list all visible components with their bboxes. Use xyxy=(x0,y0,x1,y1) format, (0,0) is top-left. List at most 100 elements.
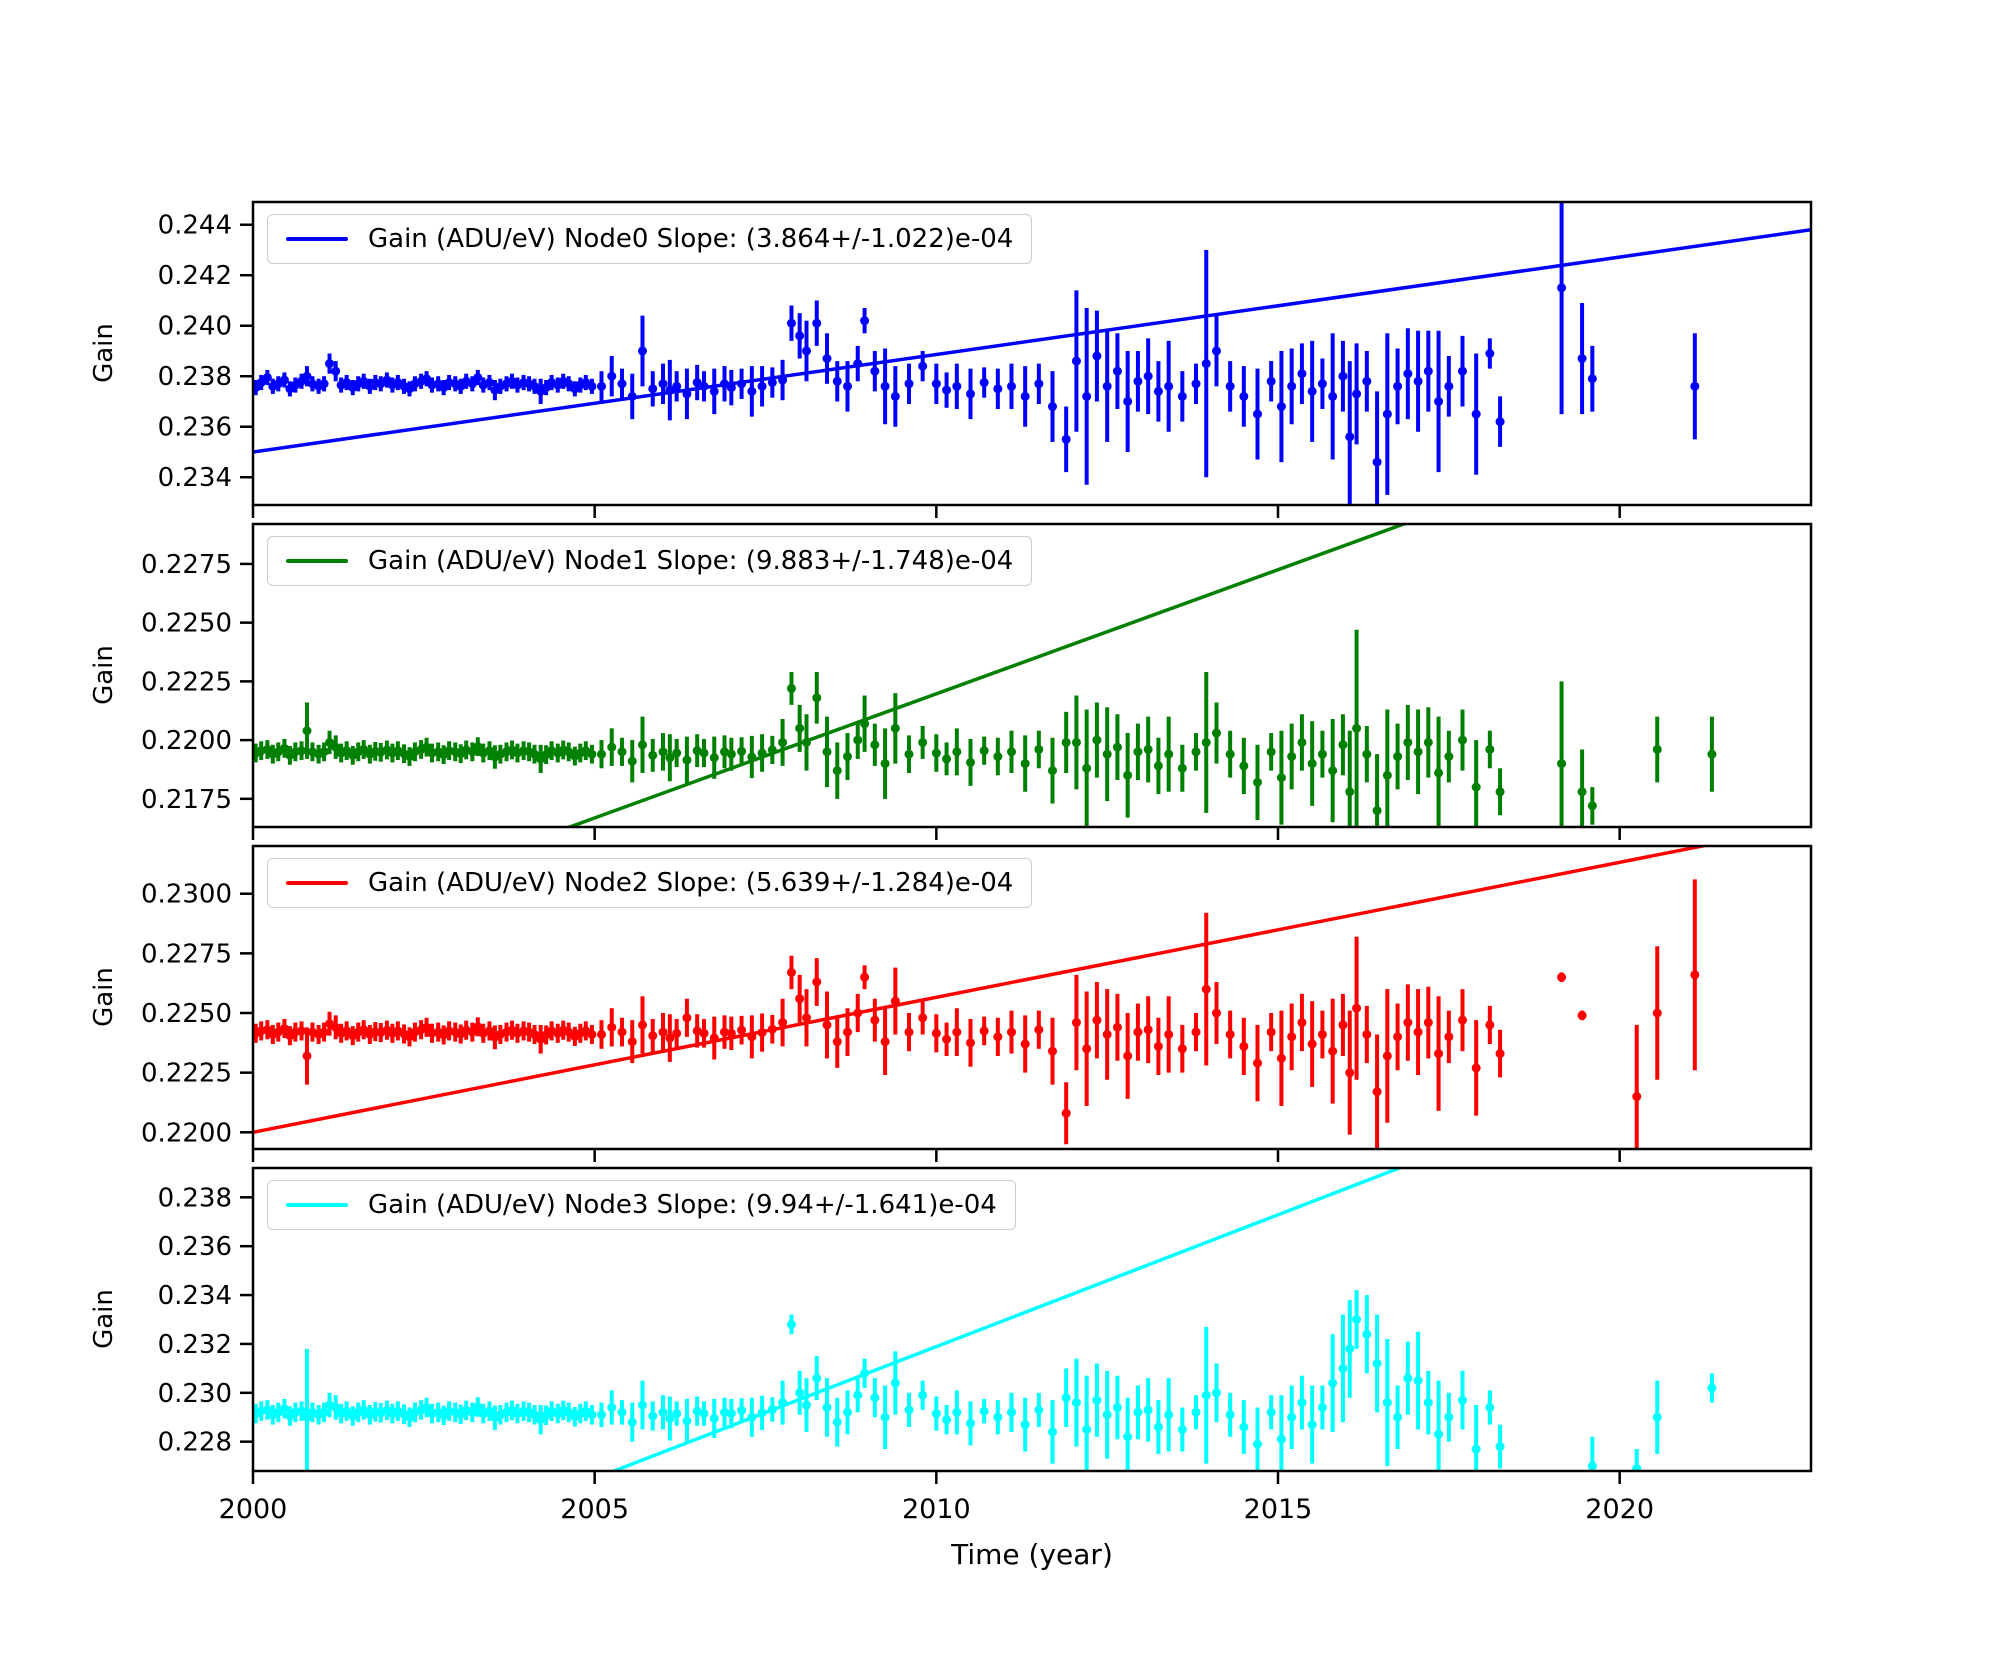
data-point xyxy=(1423,366,1433,376)
data-point xyxy=(1297,1398,1307,1408)
data-point xyxy=(262,372,272,382)
data-point xyxy=(1382,770,1392,780)
data-point xyxy=(1587,374,1597,384)
data-point xyxy=(1153,1422,1163,1432)
data-point xyxy=(993,1412,1003,1422)
data-point xyxy=(530,749,540,759)
data-point xyxy=(279,1404,289,1414)
data-point xyxy=(1112,1402,1122,1412)
data-point xyxy=(918,1390,928,1400)
data-point xyxy=(1352,1315,1362,1324)
data-point xyxy=(942,754,952,764)
data-point xyxy=(530,381,540,391)
data-point xyxy=(1212,728,1221,738)
data-point xyxy=(1345,787,1355,797)
data-point xyxy=(1413,1376,1423,1386)
data-point xyxy=(1082,391,1092,401)
data-point xyxy=(890,391,900,401)
data-point xyxy=(1082,1424,1092,1434)
data-point xyxy=(1112,742,1122,752)
data-point xyxy=(302,726,312,736)
data-point xyxy=(918,1013,928,1023)
data-point xyxy=(484,1406,494,1416)
legend-line-sample-node0 xyxy=(286,237,348,241)
data-point xyxy=(1297,369,1307,379)
data-point xyxy=(658,747,668,757)
data-point xyxy=(1239,1422,1249,1432)
data-point xyxy=(1048,766,1057,776)
data-point xyxy=(1239,761,1249,771)
data-point xyxy=(1112,1022,1122,1032)
data-point xyxy=(1328,1378,1338,1388)
data-point xyxy=(1225,1410,1235,1420)
data-point xyxy=(484,378,494,388)
data-point xyxy=(1239,391,1249,401)
panel-node1-data-series xyxy=(253,524,1717,827)
x-axis-label: Time (year) xyxy=(951,1538,1113,1571)
data-point xyxy=(473,742,483,752)
data-point xyxy=(331,366,341,376)
data-point xyxy=(1577,1010,1587,1020)
data-point xyxy=(832,376,842,386)
data-point xyxy=(1458,1395,1467,1405)
data-point xyxy=(1212,346,1221,356)
data-point xyxy=(665,1033,675,1043)
data-point xyxy=(1485,1020,1495,1030)
data-point xyxy=(1034,1405,1044,1415)
data-point xyxy=(1092,1395,1102,1405)
y-tick-label: 0.236 xyxy=(158,1232,232,1262)
data-point xyxy=(325,737,335,747)
data-point xyxy=(1177,1424,1187,1434)
data-point xyxy=(1048,1046,1057,1056)
data-point xyxy=(822,1402,832,1412)
data-point xyxy=(1164,381,1174,391)
data-point xyxy=(607,371,617,381)
y-axis-label-node3: Gain xyxy=(89,1289,119,1349)
data-point xyxy=(1362,1329,1372,1339)
y-tick-label: 0.244 xyxy=(158,211,232,241)
data-point xyxy=(786,683,796,693)
data-point xyxy=(319,1027,329,1037)
data-point xyxy=(737,1405,747,1415)
data-point xyxy=(870,1015,880,1025)
data-point xyxy=(860,972,870,982)
legend-line-sample-node3 xyxy=(286,1203,348,1207)
data-point xyxy=(1307,1039,1317,1049)
data-point xyxy=(648,1031,658,1041)
data-point xyxy=(1071,1398,1081,1408)
data-point xyxy=(1164,1029,1174,1039)
data-point xyxy=(1413,376,1423,386)
data-point xyxy=(1123,1051,1133,1061)
data-point xyxy=(648,384,658,394)
data-point xyxy=(1434,1049,1444,1059)
data-point xyxy=(1317,1029,1327,1039)
data-point xyxy=(812,977,822,987)
data-point xyxy=(1495,787,1505,797)
data-point xyxy=(1133,1027,1143,1037)
y-tick-label: 0.230 xyxy=(158,1379,232,1409)
data-point xyxy=(1393,381,1403,391)
y-tick-label: 0.238 xyxy=(158,1183,232,1213)
x-tick-label: 2010 xyxy=(902,1494,971,1525)
data-point xyxy=(1328,391,1338,401)
data-point xyxy=(422,1022,432,1032)
data-point xyxy=(931,1028,941,1038)
legend-node3: Gain (ADU/eV) Node3 Slope: (9.94+/-1.641… xyxy=(267,1180,1016,1230)
data-point xyxy=(1133,376,1143,386)
data-point xyxy=(692,378,702,388)
y-axis-label-node0: Gain xyxy=(89,323,119,383)
data-point xyxy=(607,742,617,752)
data-point xyxy=(726,749,736,759)
data-point xyxy=(709,386,719,396)
data-point xyxy=(617,1027,627,1037)
data-point xyxy=(530,1410,540,1420)
data-point xyxy=(672,748,682,758)
data-point xyxy=(1020,759,1030,769)
data-point xyxy=(1191,747,1201,757)
data-point xyxy=(331,1402,341,1412)
data-point xyxy=(1403,369,1413,379)
data-point xyxy=(1177,391,1187,401)
y-tick-label: 0.2250 xyxy=(141,609,232,639)
fit-line-node0 xyxy=(253,228,1811,454)
